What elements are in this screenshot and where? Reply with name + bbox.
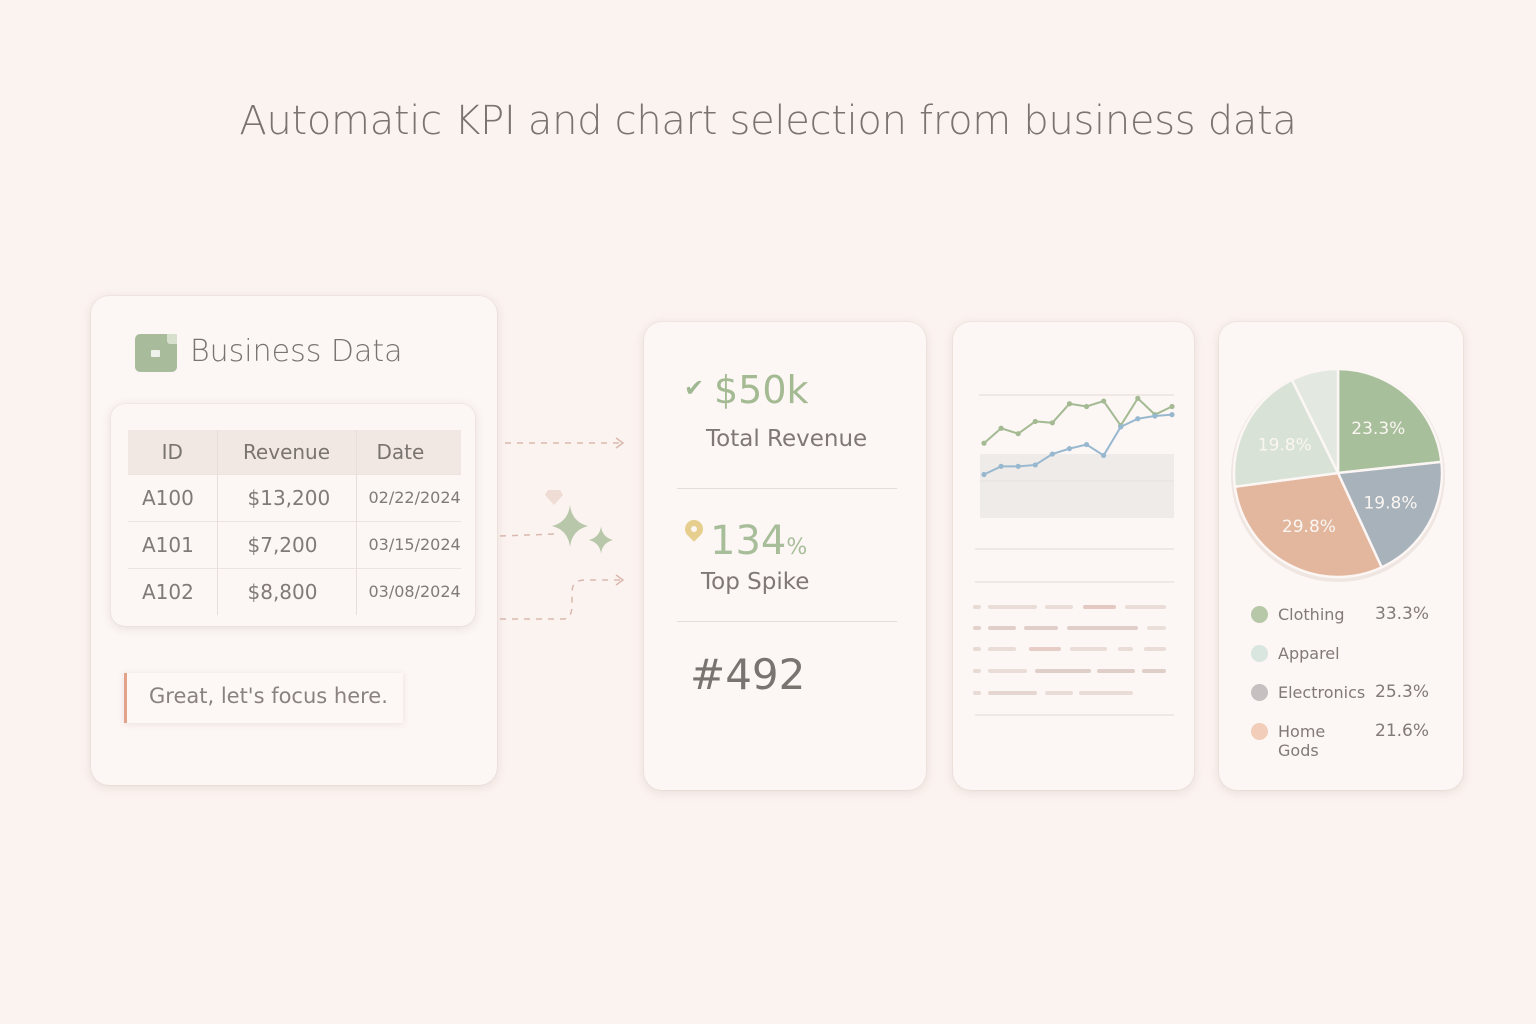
gem-icon [545,490,563,505]
legend-label: Electronics [1278,683,1366,702]
pie-slice-label: 29.8% [1282,517,1336,537]
location-pin-icon [681,516,707,542]
kpi-divider [677,488,897,489]
data-point [1152,413,1158,419]
data-point [1015,463,1021,469]
cell-date: 03/08/2024 [355,567,461,615]
kpi-card: ✔ $50k Total Revenue 134% Top Spike #492 [644,322,926,790]
sparkle-small-icon [589,526,613,554]
line-chart-card [953,322,1194,790]
pie-slice[interactable] [1290,367,1340,474]
cell-date: 02/22/2024 [355,473,461,521]
data-point [981,471,987,478]
pie-chart-card: 23.3% 19.8% 29.8% 19.8% Clothing 33.3% Appa… [1219,322,1463,790]
table-row[interactable]: A102 $8,800 03/08/2024 [128,567,461,615]
legend-label: Clothing [1278,605,1345,624]
business-data-title: Business Data [190,334,403,369]
data-point [981,440,987,446]
data-point [1101,452,1107,459]
legend-value: 25.3% [1375,682,1430,702]
connector-arrow-bottom [500,579,620,620]
data-point [1135,416,1141,422]
data-point [998,463,1004,469]
cell-id: A102 [128,567,217,615]
pie-slice[interactable] [1336,367,1443,475]
data-point [998,425,1004,431]
pie-slice[interactable] [1336,460,1444,570]
sparkle-icon [552,505,588,547]
data-point [1083,441,1090,448]
cell-revenue: $8,800 [216,567,356,615]
cell-date: 03/15/2024 [355,520,461,568]
data-point [1066,446,1073,452]
data-point [1049,451,1055,457]
legend-value: 21.6% [1375,721,1430,741]
placeholder-text-lines [973,605,1166,695]
data-table-panel: ID Revenue Date A100 $13,200 02/22/2024 … [111,404,475,626]
table-header-row: ID Revenue Date [128,430,461,474]
data-point [1101,398,1107,404]
table-row[interactable]: A101 $7,200 03/15/2024 [128,520,461,568]
legend-swatch [1251,645,1268,662]
pie-chart: 23.3% 19.8% 29.8% 19.8% [1231,367,1445,582]
pie-slice-label: 23.3% [1351,419,1405,439]
data-point [1049,420,1055,426]
legend-label: Home Gods [1278,722,1326,760]
cell-revenue: $13,200 [216,473,356,521]
pie-slice-label: 19.8% [1258,436,1312,456]
data-point [1169,403,1175,410]
legend-swatch [1251,684,1268,701]
kpi-total-revenue-value: $50k [714,368,809,412]
line-series-group [981,395,1175,478]
legend-label: Apparel [1278,644,1340,663]
kpi-divider [677,621,897,622]
spreadsheet-file-icon [135,334,177,372]
kpi-count-value: #492 [690,650,806,699]
kpi-total-revenue-label: Total Revenue [706,426,868,452]
column-header-date[interactable]: Date [355,430,461,474]
connector-arrow-middle [499,533,556,537]
data-point [1169,412,1175,418]
checkmark-icon: ✔ [684,374,705,402]
kpi-top-spike-value: 134% [710,518,808,564]
line-chart [973,394,1175,716]
data-point [1066,401,1073,407]
column-header-id[interactable]: ID [128,430,217,474]
table-row[interactable]: A100 $13,200 02/22/2024 [128,473,461,521]
legend-value: 33.3% [1375,604,1430,624]
data-point [1083,403,1090,410]
data-point [1015,431,1021,437]
business-data-table: ID Revenue Date A100 $13,200 02/22/2024 … [128,430,461,615]
page-title: Automatic KPI and chart selection from b… [239,98,1297,144]
kpi-top-spike-label: Top Spike [701,569,810,595]
line-series-2 [983,413,1173,476]
business-data-card: Business Data ID Revenue Date A100 $13,2… [91,296,497,785]
chart-plot-area [980,454,1174,518]
pie-slice[interactable] [1233,471,1384,579]
data-point [1135,395,1141,401]
column-header-revenue[interactable]: Revenue [216,430,356,474]
pie-slice-label: 19.8% [1363,494,1417,514]
cell-id: A101 [128,520,217,568]
data-point [1032,418,1038,425]
pie-slice[interactable] [1232,378,1340,489]
cell-revenue: $7,200 [216,520,356,568]
feedback-comment[interactable]: Great, let's focus here. [124,673,403,723]
legend-swatch [1251,723,1268,740]
data-point [1032,462,1038,468]
cell-id: A100 [128,473,217,521]
legend-swatch [1251,606,1268,623]
line-series-1 [983,396,1173,444]
data-point [1118,424,1124,430]
